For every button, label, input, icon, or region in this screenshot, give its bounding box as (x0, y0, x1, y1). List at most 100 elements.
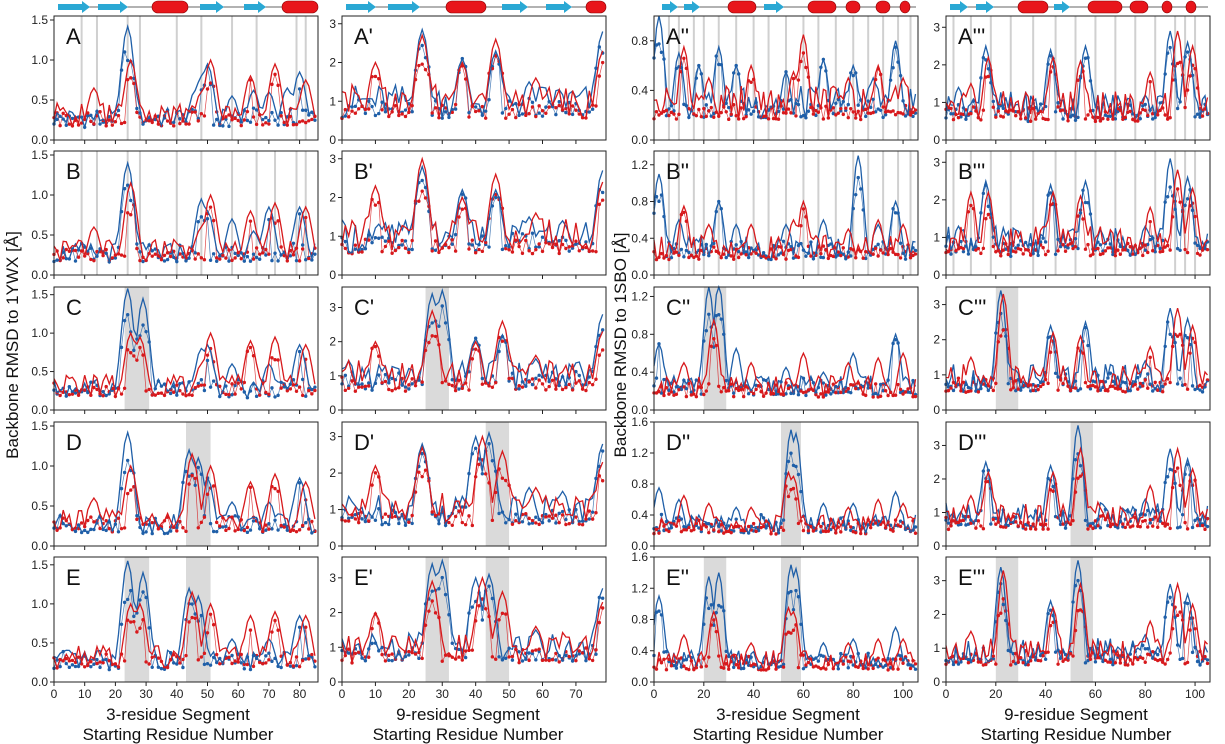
point-red (291, 528, 296, 532)
point-red (98, 660, 102, 664)
point-red (313, 388, 317, 393)
point-blue (1151, 117, 1155, 121)
point-blue (554, 521, 558, 525)
point-red (1096, 115, 1100, 120)
point-blue (996, 107, 1001, 111)
point-blue (537, 111, 541, 115)
point-red (1014, 379, 1018, 383)
point-blue (1141, 381, 1145, 386)
point-red (457, 655, 461, 659)
point-blue (1023, 522, 1028, 527)
point-red (1168, 526, 1172, 531)
point-red (587, 380, 591, 385)
point-blue (141, 590, 145, 594)
point-blue (443, 592, 448, 597)
x-axis-title-col1-line1: 3-residue Segment (106, 705, 250, 724)
point-blue (129, 198, 133, 203)
point-red (1023, 527, 1028, 531)
point-blue (304, 394, 308, 398)
point-blue (304, 108, 308, 112)
point-red (1108, 660, 1113, 664)
point-red (304, 215, 308, 220)
point-red (119, 121, 124, 126)
point-red (453, 514, 458, 519)
point-red (1043, 252, 1048, 257)
y-tick-label: 2 (329, 606, 336, 620)
y-tick-label: 1.6 (631, 415, 648, 429)
point-blue (397, 521, 401, 526)
point-red (242, 118, 247, 122)
x-axis-title-col3-line1: 3-residue Segment (716, 705, 860, 724)
point-blue (854, 192, 858, 197)
point-red (307, 256, 311, 261)
point-red (470, 238, 475, 242)
point-red (82, 388, 87, 392)
point-blue (846, 102, 850, 107)
y-tick-label: 0.4 (631, 365, 648, 379)
series-red-line (653, 470, 916, 536)
point-blue (73, 664, 78, 669)
point-red (560, 387, 565, 392)
point-blue (168, 391, 173, 396)
point-blue (520, 232, 525, 236)
point-red (699, 665, 704, 669)
y-tick-label: 2 (933, 607, 940, 621)
point-blue (304, 657, 308, 661)
point-red (122, 386, 127, 390)
point-red (1123, 390, 1128, 394)
point-blue (129, 588, 133, 593)
point-red (457, 215, 461, 219)
point-blue (270, 258, 274, 263)
point-blue (387, 658, 391, 663)
point-blue (547, 519, 551, 523)
point-blue (1043, 240, 1048, 244)
panel-label: E''' (958, 565, 985, 590)
point-red (1146, 386, 1150, 390)
point-red (544, 240, 548, 245)
point-red (273, 486, 277, 491)
point-red (427, 340, 431, 345)
point-blue (796, 243, 801, 248)
point-red (866, 111, 870, 115)
point-blue (58, 664, 62, 669)
point-red (480, 104, 485, 109)
point-red (346, 115, 351, 119)
point-red (199, 383, 204, 387)
point-blue (530, 100, 535, 105)
point-blue (70, 663, 75, 667)
point-blue (672, 663, 676, 668)
point-red (831, 106, 836, 110)
point-blue (1143, 647, 1147, 651)
point-red (490, 518, 495, 523)
panel-A'': 0.00.40.8 A'' (631, 15, 919, 147)
point-red (709, 344, 713, 348)
point-red (1051, 489, 1055, 493)
point-red (1146, 250, 1150, 255)
point-blue (443, 110, 448, 114)
point-red (193, 616, 197, 620)
y-tick-label: 2 (933, 193, 940, 207)
point-red (494, 54, 498, 58)
point-red (208, 612, 213, 616)
point-red (739, 106, 743, 110)
point-red (600, 60, 605, 65)
point-red (470, 357, 475, 361)
point-blue (193, 483, 197, 487)
point-blue (898, 519, 903, 523)
point-red (390, 652, 394, 656)
point-blue (717, 603, 721, 608)
point-blue (132, 614, 136, 619)
point-red (901, 392, 905, 396)
point-red (1146, 525, 1150, 529)
point-red (383, 379, 388, 384)
point-blue (116, 530, 121, 534)
point-red (1046, 527, 1050, 531)
point-blue (350, 515, 354, 519)
point-red (1031, 388, 1035, 393)
point-red (450, 110, 454, 115)
point-blue (946, 521, 951, 525)
point-red (245, 662, 250, 667)
point-red (168, 254, 173, 259)
point-blue (684, 386, 689, 391)
y-tick-label: 0.4 (631, 644, 648, 658)
